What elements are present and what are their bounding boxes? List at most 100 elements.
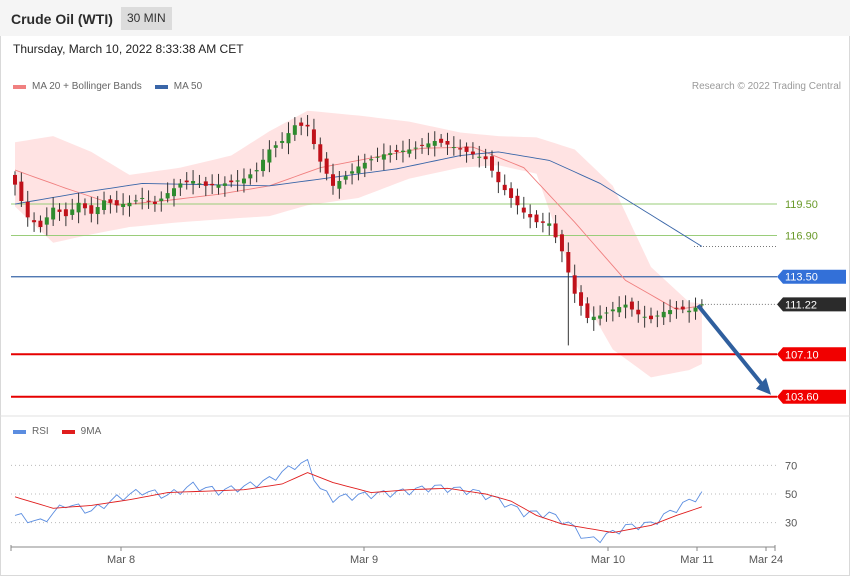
price-tag-bg (777, 347, 846, 362)
candle-body (70, 209, 75, 215)
candle-body (203, 181, 208, 186)
candle-body (57, 209, 62, 212)
candle-body (63, 209, 68, 217)
candle-body (674, 307, 679, 309)
forecast-arrow-shaft (696, 304, 766, 388)
candle-body (693, 307, 698, 312)
candle-body (165, 193, 170, 199)
rsi-tick-70: 70 (785, 460, 797, 472)
price-tag-bg (777, 269, 846, 284)
candle-body (591, 316, 596, 321)
candle-body (299, 122, 304, 126)
candle-body (490, 156, 494, 171)
candle-body (451, 147, 456, 149)
candle-body (76, 202, 81, 213)
candle-body (381, 154, 386, 160)
bollinger-band-area (15, 110, 702, 378)
candle-body (280, 140, 285, 143)
candle-body (311, 129, 316, 145)
candle-body (235, 180, 240, 182)
candle-body (51, 207, 56, 220)
candle-body (369, 159, 374, 161)
candle-body (534, 214, 539, 223)
candle-body (649, 315, 653, 320)
candle-body (394, 150, 399, 152)
candle-body (496, 171, 501, 183)
candle-body (604, 312, 609, 314)
candle-body (248, 174, 253, 179)
rsi-tick-50: 50 (785, 489, 797, 501)
x-tick-label: Mar 10 (591, 554, 625, 566)
candle-body (426, 143, 431, 148)
candle-body (432, 140, 437, 146)
candle-body (343, 176, 348, 180)
rsi-tick-30: 30 (785, 518, 797, 530)
candle-body (254, 170, 259, 172)
price-tag-bg (777, 297, 846, 312)
price-tag-119.50: 119.50 (785, 199, 818, 211)
candle-body (470, 151, 475, 155)
candle-body (483, 156, 488, 160)
candle-body (337, 180, 342, 189)
candle-body (292, 125, 297, 135)
candle-body (82, 203, 87, 209)
x-tick-label: Mar 24 (749, 554, 783, 566)
legend-label-ma50: MA 50 (173, 81, 203, 92)
legend-swatch-ma20 (13, 84, 26, 89)
candle-body (439, 138, 444, 143)
candle-body (668, 310, 673, 315)
candle-body (356, 166, 361, 174)
candle-body (515, 195, 520, 206)
candle-body (547, 223, 552, 226)
candle-body (331, 174, 335, 186)
legend-rsi: RSI 9MA (13, 426, 101, 437)
candle-body (229, 180, 234, 183)
candle-body (241, 178, 246, 184)
candle-body (216, 184, 221, 188)
candle-body (222, 183, 227, 186)
candle-body (687, 310, 692, 313)
candle-body (502, 184, 507, 191)
candle-body (598, 315, 603, 319)
candle-body (146, 200, 151, 202)
candle-body (114, 200, 119, 206)
candle-body (108, 199, 113, 203)
candle-body (420, 144, 425, 146)
candle-body (585, 303, 590, 318)
legend-swatch-ma50 (154, 84, 168, 89)
candle-body (572, 275, 577, 294)
candle-body (261, 159, 266, 172)
candle-body (540, 221, 545, 223)
candle-body (661, 311, 666, 318)
candle-body (32, 220, 37, 223)
legend-swatch-9ma (61, 429, 75, 434)
candle-body (477, 156, 482, 158)
candle-body (140, 197, 145, 199)
candle-body (400, 150, 405, 152)
candle-body (267, 149, 272, 163)
candle-body (509, 188, 514, 198)
candle-body (273, 145, 278, 148)
candle-body (184, 180, 189, 183)
candle-body (25, 201, 30, 218)
candle-body (121, 204, 126, 208)
candle-body (13, 174, 17, 185)
legend-main: MA 20 + Bollinger Bands MA 50 (13, 81, 202, 92)
candle-body (629, 301, 634, 310)
price-tag-116.90: 116.90 (785, 231, 818, 243)
candle-body (579, 292, 584, 306)
legend-swatch-rsi (13, 429, 26, 434)
candle-body (407, 149, 412, 154)
candle-body (559, 234, 564, 252)
candle-body (19, 181, 24, 201)
candle-body (152, 201, 157, 205)
candle-body (636, 309, 641, 315)
price-tag-113.50: 113.50 (785, 272, 818, 284)
timestamp: Thursday, March 10, 2022 8:33:38 AM CET (13, 42, 244, 56)
candle-body (464, 146, 469, 152)
timeframe-badge[interactable]: 30 MIN (121, 7, 172, 30)
candle-body (127, 202, 132, 207)
legend-label-9ma: 9MA (80, 426, 102, 437)
header-bar: Crude Oil (WTI) 30 MIN (0, 0, 850, 36)
